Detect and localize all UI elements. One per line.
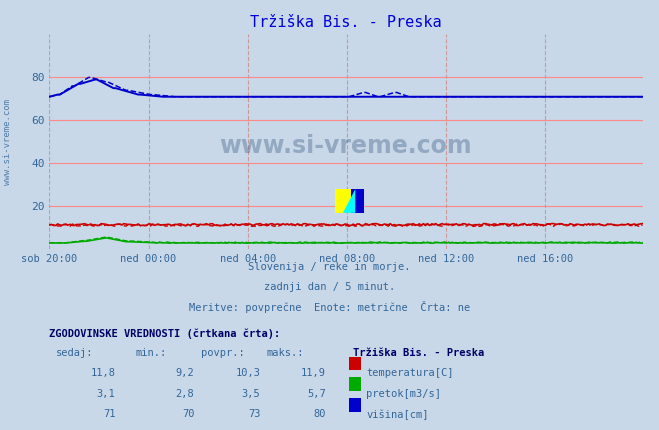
Text: ZGODOVINSKE VREDNOSTI (črtkana črta):: ZGODOVINSKE VREDNOSTI (črtkana črta): [49, 329, 281, 339]
Polygon shape [335, 189, 351, 213]
Text: 9,2: 9,2 [176, 368, 194, 378]
Text: 2,8: 2,8 [176, 389, 194, 399]
Polygon shape [343, 189, 355, 213]
Text: pretok[m3/s]: pretok[m3/s] [366, 389, 442, 399]
Text: 11,9: 11,9 [301, 368, 326, 378]
Text: 70: 70 [182, 409, 194, 419]
Text: sedaj:: sedaj: [56, 347, 94, 357]
Title: Tržiška Bis. - Preska: Tržiška Bis. - Preska [250, 15, 442, 31]
Text: 3,5: 3,5 [242, 389, 260, 399]
Text: 73: 73 [248, 409, 260, 419]
Text: 11,8: 11,8 [90, 368, 115, 378]
Text: Meritve: povprečne  Enote: metrične  Črta: ne: Meritve: povprečne Enote: metrične Črta:… [189, 301, 470, 313]
Text: 71: 71 [103, 409, 115, 419]
Text: maks.:: maks.: [267, 347, 304, 357]
Text: Slovenija / reke in morje.: Slovenija / reke in morje. [248, 262, 411, 272]
Text: min.:: min.: [135, 347, 166, 357]
Text: 5,7: 5,7 [308, 389, 326, 399]
Text: Tržiška Bis. - Preska: Tržiška Bis. - Preska [353, 347, 484, 357]
Polygon shape [351, 189, 364, 213]
Text: zadnji dan / 5 minut.: zadnji dan / 5 minut. [264, 282, 395, 292]
Text: višina[cm]: višina[cm] [366, 409, 429, 420]
Text: www.si-vreme.com: www.si-vreme.com [3, 99, 13, 185]
Text: www.si-vreme.com: www.si-vreme.com [219, 134, 473, 158]
Text: 3,1: 3,1 [97, 389, 115, 399]
Text: temperatura[C]: temperatura[C] [366, 368, 454, 378]
Text: povpr.:: povpr.: [201, 347, 244, 357]
Text: 10,3: 10,3 [235, 368, 260, 378]
Text: 80: 80 [314, 409, 326, 419]
